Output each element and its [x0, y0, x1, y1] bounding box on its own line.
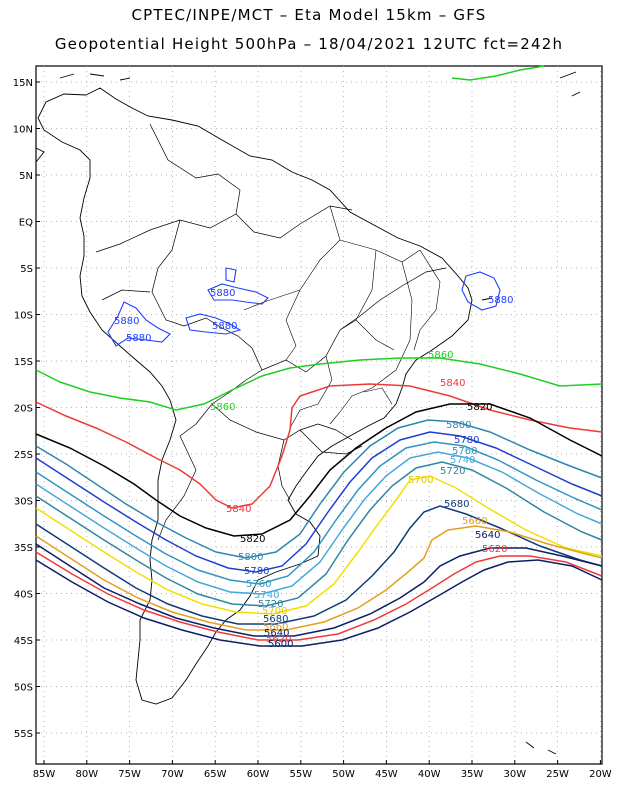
label-5660-a: 5660 — [462, 516, 487, 527]
lat-tick-label: 50S — [14, 683, 33, 694]
lon-tick-label: 30W — [503, 769, 526, 780]
height-contours — [35, 65, 603, 647]
lon-tick-label: 55W — [289, 769, 312, 780]
contour-5880-amazon — [207, 267, 269, 305]
lat-tick-label: 5S — [20, 264, 33, 275]
contour-5880-peru — [107, 301, 171, 347]
lat-tick-label: 45S — [14, 636, 33, 647]
contour-5680 — [35, 505, 603, 625]
lat-tick-label: 15S — [14, 357, 33, 368]
contour-5800 — [35, 419, 603, 559]
label-5760-a: 5760 — [452, 446, 477, 457]
country-borders — [95, 123, 447, 541]
axis-ticks: 15N 10N 5N EQ 5S 10S 15S 20S 25S 30S 35S 40S 45S 50S 5… — [13, 78, 612, 780]
label-5760-b: 5760 — [246, 579, 271, 590]
contour-5700 — [35, 475, 603, 615]
title-line-1: CPTEC/INPE/MCT – Eta Model 15km – GFS — [131, 6, 487, 24]
contour-5620 — [35, 551, 603, 641]
lon-tick-label: 85W — [33, 769, 56, 780]
title-line-2: Geopotential Height 500hPa – 18/04/2021 … — [54, 35, 564, 53]
contour-5760 — [35, 441, 603, 585]
contour-5820 — [35, 403, 603, 537]
lat-tick-label: 25S — [14, 450, 33, 461]
contour-labels: 5880 5880 5880 5880 5880 5860 5860 5840 … — [114, 288, 513, 650]
label-5840-b: 5840 — [226, 504, 251, 515]
lat-tick-label: 15N — [13, 78, 33, 89]
lat-tick-label: 10N — [13, 125, 33, 136]
lon-tick-label: 65W — [204, 769, 227, 780]
label-5880-c: 5880 — [114, 316, 139, 327]
south-america-coast — [37, 87, 473, 705]
contour-5640 — [35, 543, 603, 637]
contour-5780 — [35, 431, 603, 573]
label-5880-d: 5880 — [126, 333, 151, 344]
label-5880-b: 5880 — [212, 321, 237, 332]
label-5780-a: 5780 — [454, 435, 479, 446]
lon-tick-label: 60W — [247, 769, 270, 780]
contour-5660 — [35, 525, 603, 631]
label-5620-a: 5620 — [482, 544, 507, 555]
label-5700-a: 5700 — [408, 475, 433, 486]
label-5660-b: 5660 — [263, 622, 288, 633]
label-5600: 5600 — [268, 639, 293, 650]
central-america-coast — [35, 147, 45, 163]
lat-tick-label: 10S — [14, 311, 33, 322]
label-5820-a: 5820 — [467, 402, 492, 413]
contour-5860 — [35, 357, 603, 411]
label-5840-a: 5840 — [440, 378, 465, 389]
map-frame — [35, 65, 603, 765]
contour-5740 — [35, 451, 603, 595]
lon-tick-label: 20W — [589, 769, 612, 780]
label-5780-b: 5780 — [244, 566, 269, 577]
label-5800-a: 5800 — [446, 420, 471, 431]
lat-tick-label: 55S — [14, 729, 33, 740]
label-5880-a: 5880 — [210, 288, 235, 299]
lon-tick-label: 75W — [118, 769, 141, 780]
label-5720-b: 5720 — [258, 599, 283, 610]
label-5880-e: 5880 — [488, 295, 513, 306]
label-5800-b: 5800 — [238, 552, 263, 563]
label-5640-b: 5640 — [264, 628, 289, 639]
caribbean-islands — [59, 71, 581, 97]
lon-tick-label: 45W — [375, 769, 398, 780]
label-5720-a: 5720 — [440, 466, 465, 477]
lon-tick-label: 35W — [461, 769, 484, 780]
lon-tick-label: 70W — [161, 769, 184, 780]
label-5740-b: 5740 — [254, 590, 279, 601]
label-5680-b: 5680 — [263, 614, 288, 625]
label-5860-a: 5860 — [428, 350, 453, 361]
contour-5840 — [35, 383, 603, 509]
contour-5880-bolivia — [185, 313, 242, 335]
label-5620-b: 5620 — [266, 634, 291, 645]
label-5860-b: 5860 — [210, 402, 235, 413]
contour-5860-north — [451, 65, 545, 81]
label-5640-a: 5640 — [475, 530, 500, 541]
lat-tick-label: 5N — [19, 171, 33, 182]
contour-5880-northeast — [461, 271, 501, 311]
lon-tick-label: 80W — [75, 769, 98, 780]
lon-tick-label: 40W — [418, 769, 441, 780]
lat-tick-label: 35S — [14, 543, 33, 554]
lon-tick-label: 25W — [546, 769, 569, 780]
label-5680-a: 5680 — [444, 499, 469, 510]
label-5820-b: 5820 — [240, 534, 265, 545]
label-5740-a: 5740 — [450, 455, 475, 466]
lon-tick-label: 50W — [332, 769, 355, 780]
contour-5600 — [35, 559, 603, 647]
coastal-islands — [481, 297, 557, 755]
lat-tick-label: 30S — [14, 497, 33, 508]
lat-tick-label: EQ — [19, 218, 33, 229]
lat-tick-label: 40S — [14, 590, 33, 601]
label-5700-b: 5700 — [262, 606, 287, 617]
coastlines — [35, 71, 581, 755]
contour-5720 — [35, 461, 603, 607]
lat-tick-label: 20S — [14, 404, 33, 415]
